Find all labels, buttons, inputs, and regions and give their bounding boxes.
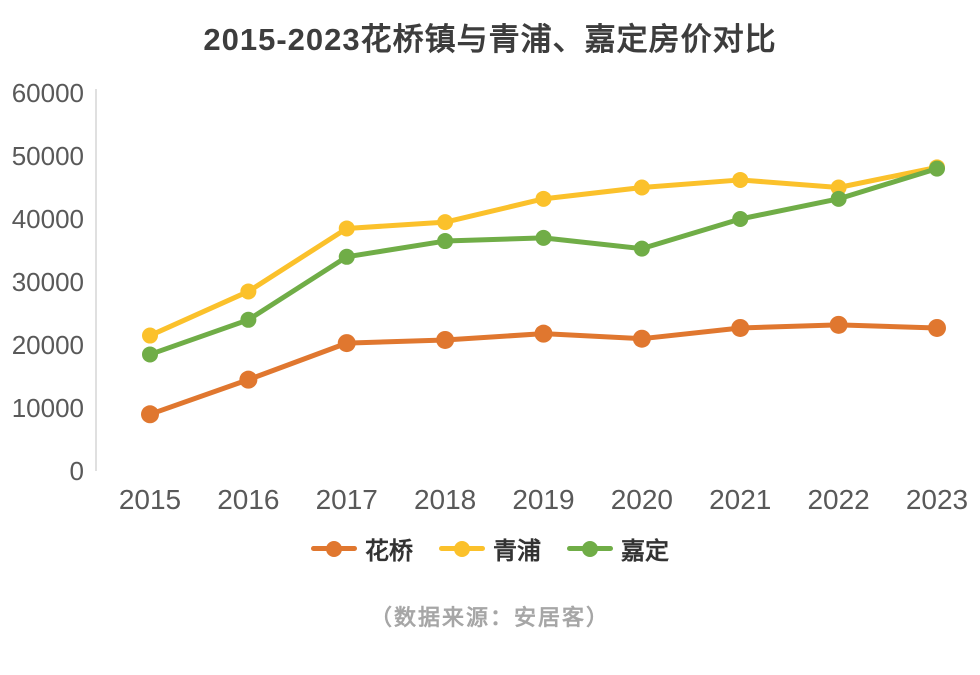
legend-dot-icon [326, 540, 342, 557]
legend-line-marker [567, 540, 613, 557]
series-marker-嘉定 [732, 211, 749, 227]
x-tick-label: 2021 [709, 484, 771, 515]
series-marker-青浦 [535, 190, 552, 207]
chart-legend: 花桥 青浦 嘉定 [0, 531, 980, 566]
y-tick-label: 10000 [12, 393, 84, 423]
legend-line-marker [439, 540, 485, 557]
series-marker-花桥 [829, 315, 848, 334]
series-marker-花桥 [534, 324, 553, 343]
series-marker-嘉定 [240, 311, 257, 328]
legend-label: 嘉定 [621, 538, 669, 565]
series-marker-青浦 [830, 179, 847, 196]
x-tick-label: 2022 [807, 484, 869, 515]
legend-line-marker [311, 540, 357, 557]
legend-label: 花桥 [365, 538, 413, 565]
series-marker-嘉定 [437, 233, 454, 250]
chart-title: 2015-2023花桥镇与青浦、嘉定房价对比 [203, 22, 777, 57]
y-tick-label: 30000 [12, 267, 84, 297]
legend-dot-icon [582, 540, 598, 557]
y-tick-label: 40000 [12, 204, 84, 234]
data-source-note: （数据来源：安居客） [369, 605, 610, 630]
series-marker-青浦 [338, 220, 355, 237]
legend-item-花桥: 花桥 [311, 531, 413, 566]
series-marker-嘉定 [535, 229, 552, 246]
x-tick-label: 2017 [316, 484, 378, 515]
series-marker-花桥 [436, 330, 455, 349]
series-marker-青浦 [633, 179, 650, 196]
x-tick-label: 2020 [611, 484, 673, 515]
series-marker-嘉定 [142, 346, 158, 363]
series-marker-花桥 [632, 329, 651, 348]
series-marker-花桥 [928, 318, 946, 337]
series-marker-花桥 [141, 405, 159, 424]
x-tick-label: 2023 [906, 484, 968, 515]
y-tick-label: 50000 [12, 141, 84, 171]
series-marker-花桥 [731, 318, 750, 337]
x-tick-label: 2016 [217, 484, 279, 515]
series-marker-嘉定 [830, 190, 847, 207]
series-marker-青浦 [240, 283, 257, 300]
legend-dot-icon [454, 540, 470, 557]
x-tick-label: 2019 [512, 484, 574, 515]
series-marker-嘉定 [338, 248, 355, 265]
series-marker-嘉定 [633, 240, 650, 257]
y-tick-label: 20000 [12, 330, 84, 360]
line-chart-canvas: 0 10000 20000 30000 40000 50000 60000 2015 2016 2… [12, 78, 968, 515]
legend-label: 青浦 [493, 538, 541, 565]
series-marker-嘉定 [929, 160, 945, 177]
series-marker-青浦 [437, 214, 454, 231]
series-marker-花桥 [239, 370, 258, 389]
legend-item-青浦: 青浦 [439, 531, 541, 566]
y-tick-label: 60000 [12, 78, 84, 108]
series-marker-青浦 [142, 327, 158, 344]
y-tick-label: 0 [70, 456, 84, 486]
x-tick-label: 2018 [414, 484, 476, 515]
legend-item-嘉定: 嘉定 [567, 531, 669, 566]
series-marker-花桥 [337, 334, 356, 353]
series-marker-青浦 [732, 171, 749, 188]
x-tick-label: 2015 [119, 484, 181, 515]
